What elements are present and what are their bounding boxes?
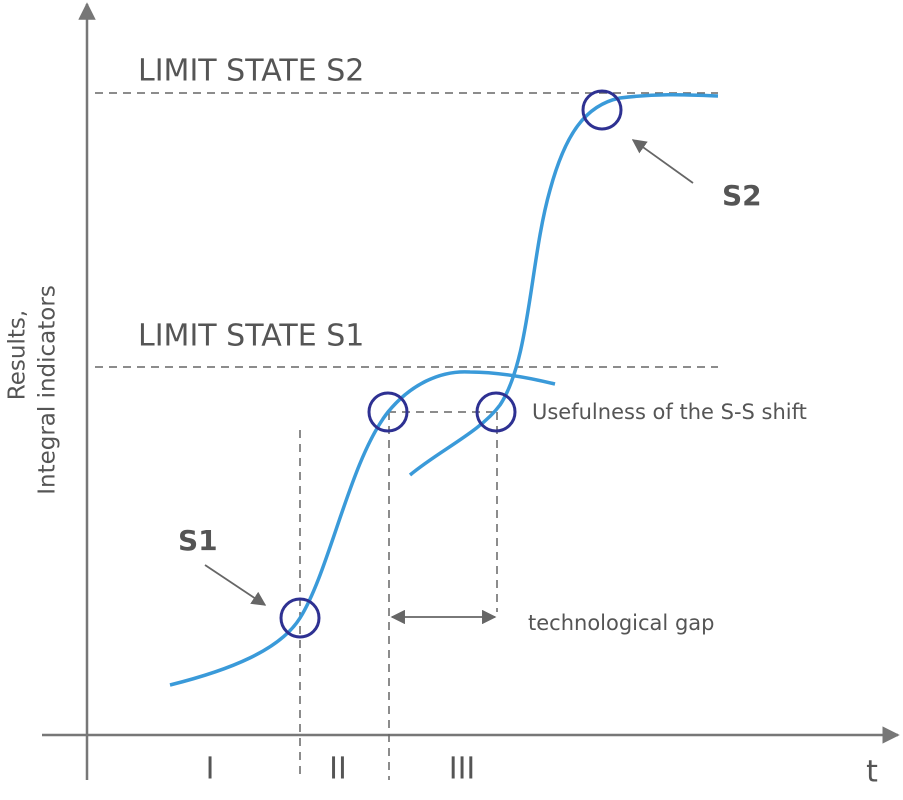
point-label: S1	[178, 524, 218, 557]
pointer-arrow	[631, 139, 694, 184]
marker-circle	[475, 391, 517, 433]
marker-circle	[279, 597, 321, 639]
marker-circle	[367, 391, 409, 433]
annotation: Usefulness of the S-S shift	[532, 400, 807, 424]
y-axis-label: Results,	[5, 310, 31, 400]
region-label: II	[329, 752, 347, 787]
guides	[95, 92, 718, 780]
region-label: I	[206, 752, 215, 787]
axes	[42, 2, 900, 780]
y-axis-label: Integral indicators	[35, 285, 61, 495]
pointer-arrow	[204, 564, 267, 606]
limit-label: LIMIT STATE S1	[138, 319, 364, 354]
region-label: III	[449, 752, 476, 787]
point-label: S2	[722, 179, 762, 212]
s-curve-1	[169, 370, 556, 687]
s-curve-2	[408, 93, 719, 477]
annotation: technological gap	[528, 611, 714, 635]
marker-circle	[581, 89, 623, 131]
limit-label: LIMIT STATE S2	[138, 54, 364, 89]
x-axis-label: t	[866, 755, 878, 790]
